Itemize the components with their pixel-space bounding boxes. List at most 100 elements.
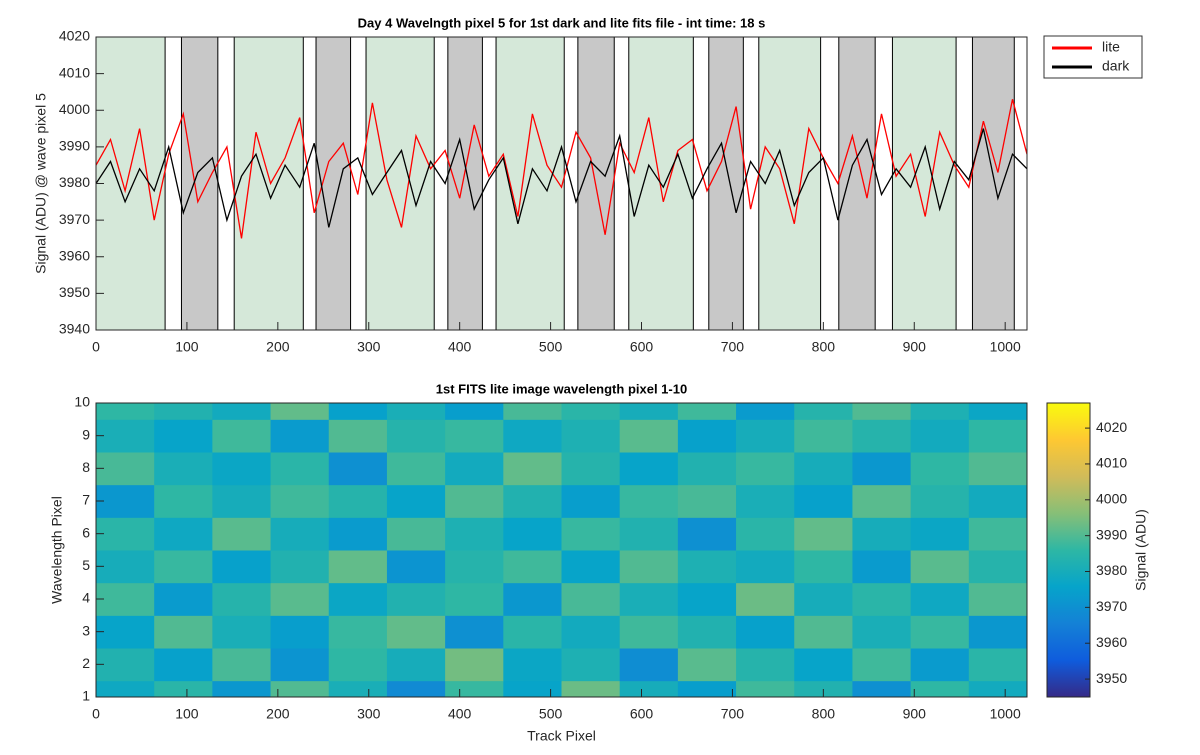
heatmap-cell bbox=[619, 582, 679, 616]
y-tick-label: 5 bbox=[82, 557, 90, 573]
heatmap-cell bbox=[852, 484, 912, 518]
y-tick-label: 6 bbox=[82, 524, 90, 540]
region bbox=[233, 37, 304, 330]
line bbox=[96, 128, 1027, 228]
heatmap-cell bbox=[96, 648, 155, 682]
heatmap-cell bbox=[445, 615, 504, 649]
y-tick-label: 3990 bbox=[59, 138, 90, 154]
heatmap-cell bbox=[910, 582, 970, 616]
y-axis-label: Wavelength Pixel bbox=[49, 496, 65, 604]
heatmap-cell bbox=[561, 403, 621, 420]
heatmap-cell bbox=[212, 680, 272, 697]
heatmap-cell bbox=[677, 484, 737, 518]
heatmap-cell bbox=[270, 550, 330, 584]
colorbar-tick-label: 3960 bbox=[1096, 634, 1127, 650]
x-tick-label: 900 bbox=[903, 339, 927, 355]
heatmap-cell bbox=[386, 517, 446, 551]
x-tick-label: 0 bbox=[92, 706, 100, 722]
heatmap-cell bbox=[561, 419, 621, 453]
y-tick-label: 4 bbox=[82, 590, 90, 606]
heatmap-cell bbox=[328, 680, 388, 697]
heatmap-cell bbox=[96, 517, 155, 551]
heatmap-cell bbox=[619, 680, 679, 697]
plot-area bbox=[96, 403, 1027, 697]
y-tick-label: 2 bbox=[82, 655, 90, 671]
heatmap-cell bbox=[561, 648, 621, 682]
heatmap-cell bbox=[794, 582, 853, 616]
heatmap-cell bbox=[270, 452, 330, 486]
colorbar-tick-label: 4000 bbox=[1096, 491, 1127, 507]
heatmap-cell bbox=[619, 452, 679, 486]
y-tick-label: 4020 bbox=[59, 28, 90, 44]
x-tick-label: 500 bbox=[539, 706, 563, 722]
chart-line: lite dark 0 100 200 300 400 500 600 700 800 900 1000… bbox=[33, 15, 1143, 355]
y-tick-label: 3980 bbox=[59, 174, 90, 190]
region bbox=[495, 37, 565, 330]
heatmap-cell bbox=[270, 582, 330, 616]
heatmap-cell bbox=[96, 582, 155, 616]
heatmap-cell bbox=[445, 550, 504, 584]
y-tick-label: 3960 bbox=[59, 247, 90, 263]
heatmap-cell bbox=[677, 615, 737, 649]
y-tick-label: 4010 bbox=[59, 64, 90, 80]
legend-label: lite bbox=[1102, 39, 1120, 55]
heatmap-cell bbox=[386, 403, 446, 420]
heatmap-cell bbox=[386, 419, 446, 453]
heatmap-cell bbox=[561, 550, 621, 584]
heatmap-cell bbox=[794, 403, 853, 420]
heatmap-cell bbox=[503, 452, 562, 486]
heatmap-cell bbox=[910, 517, 970, 551]
heatmap-cell bbox=[503, 582, 562, 616]
heatmap-cell bbox=[328, 452, 388, 486]
heatmap-cell bbox=[910, 680, 970, 697]
heatmap-cell bbox=[736, 615, 795, 649]
y-tick-label: 8 bbox=[82, 459, 90, 475]
heatmap-cell bbox=[561, 452, 621, 486]
x-tick-label: 700 bbox=[721, 339, 745, 355]
heatmap-cell bbox=[96, 403, 155, 420]
legend-label: dark bbox=[1102, 58, 1130, 74]
region bbox=[971, 37, 1015, 330]
heatmap-cell bbox=[852, 517, 912, 551]
heatmap-cell bbox=[561, 680, 621, 697]
x-tick-label: 400 bbox=[448, 339, 472, 355]
heatmap-cell bbox=[677, 419, 737, 453]
heatmap-cell bbox=[154, 615, 213, 649]
x-tick-label: 100 bbox=[175, 706, 199, 722]
region bbox=[891, 37, 957, 330]
heatmap-cell bbox=[154, 403, 213, 420]
heatmap-cell bbox=[386, 648, 446, 682]
heatmap-cell bbox=[677, 517, 737, 551]
plot-area bbox=[96, 37, 1027, 330]
x-axis-label: Track Pixel bbox=[527, 728, 596, 744]
region bbox=[708, 37, 744, 330]
heatmap-cell bbox=[96, 615, 155, 649]
heatmap-cell bbox=[328, 615, 388, 649]
heatmap-cell bbox=[270, 419, 330, 453]
heatmap-cell bbox=[794, 419, 853, 453]
heatmap-cell bbox=[270, 484, 330, 518]
heatmap-cell bbox=[270, 615, 330, 649]
heatmap-cell bbox=[852, 680, 912, 697]
heatmap-cell bbox=[270, 517, 330, 551]
heatmap-cell bbox=[328, 517, 388, 551]
x-tick-label: 0 bbox=[92, 339, 100, 355]
heatmap-cell bbox=[852, 419, 912, 453]
heatmap-cell bbox=[852, 550, 912, 584]
y-tick-label: 10 bbox=[74, 394, 90, 410]
x-tick-label: 600 bbox=[630, 706, 654, 722]
heatmap-cell bbox=[677, 680, 737, 697]
y-tick-label: 4000 bbox=[59, 101, 90, 117]
heatmap-cell bbox=[794, 484, 853, 518]
heatmap-cell bbox=[328, 419, 388, 453]
y-tick-label: 3940 bbox=[59, 321, 90, 337]
heatmap-cell bbox=[96, 484, 155, 518]
heatmap-cell bbox=[154, 582, 213, 616]
heatmap-cell bbox=[445, 403, 504, 420]
heatmap-cell bbox=[212, 484, 272, 518]
colorbar-tick-label: 3970 bbox=[1096, 598, 1127, 614]
legend-box bbox=[1043, 35, 1143, 79]
heatmap-cell bbox=[852, 648, 912, 682]
